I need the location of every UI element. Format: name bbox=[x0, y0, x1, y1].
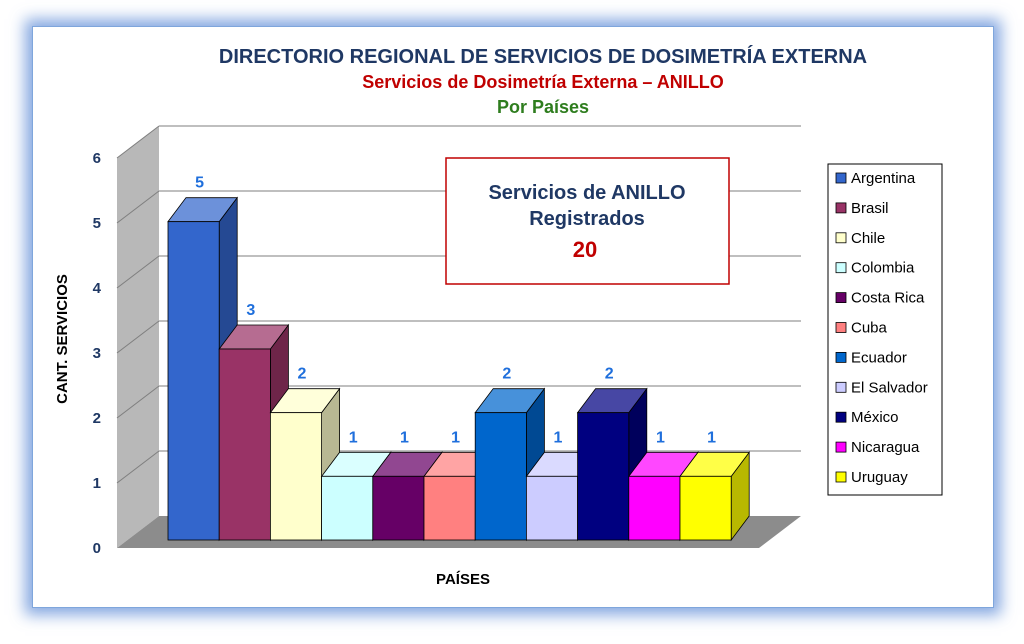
data-label: 1 bbox=[656, 429, 665, 446]
data-label: 1 bbox=[707, 429, 716, 446]
annotation-total: 20 bbox=[573, 237, 597, 262]
annotation-line-1: Servicios de ANILLO bbox=[488, 182, 685, 204]
data-label: 3 bbox=[246, 302, 255, 319]
legend-label: Colombia bbox=[851, 260, 915, 277]
y-axis-ticks: 0 1 2 3 4 5 6 bbox=[93, 150, 102, 557]
legend-item: Cuba bbox=[835, 320, 888, 337]
y-tick-label: 3 bbox=[93, 345, 101, 362]
legend-swatch bbox=[835, 351, 847, 363]
legend-item: El Salvador bbox=[835, 379, 928, 396]
gridline-side bbox=[116, 190, 160, 224]
y-tick-label: 5 bbox=[93, 215, 101, 232]
gridline-side bbox=[116, 450, 160, 484]
legend-swatch bbox=[835, 232, 847, 244]
y-tick-label: 1 bbox=[93, 475, 101, 492]
gridline-side bbox=[116, 320, 160, 354]
data-label: 2 bbox=[605, 366, 614, 383]
legend: Argentina Brasil Chile Colombia Costa Rica Cu… bbox=[827, 163, 943, 496]
chart-frame: 0 1 2 3 4 5 6 5 3 2 1 1 1 2 1 2 1 1 DIRECTORIO REGIONAL … bbox=[32, 26, 994, 608]
data-label: 1 bbox=[400, 429, 409, 446]
legend-swatch bbox=[835, 292, 847, 304]
legend-swatch bbox=[835, 441, 847, 453]
legend-label: México bbox=[851, 409, 899, 426]
gridline-side bbox=[116, 125, 160, 159]
legend-swatch bbox=[835, 381, 847, 393]
legend-item: Nicaragua bbox=[835, 439, 920, 456]
annotation-line-2: Registrados bbox=[529, 208, 645, 230]
legend-item: Colombia bbox=[835, 260, 915, 277]
chart-subtitle-2: Por Países bbox=[497, 97, 589, 117]
y-tick-label: 4 bbox=[93, 280, 102, 297]
legend-item: Costa Rica bbox=[835, 290, 925, 307]
y-tick-label: 0 bbox=[93, 540, 101, 557]
legend-label: Brasil bbox=[851, 200, 889, 217]
data-label: 2 bbox=[502, 366, 511, 383]
total-annotation-box: Servicios de ANILLO Registrados 20 bbox=[445, 157, 730, 285]
legend-item: Ecuador bbox=[835, 349, 907, 366]
bars bbox=[167, 196, 751, 542]
legend-swatch bbox=[835, 262, 847, 274]
legend-swatch bbox=[835, 471, 847, 483]
chart-title: DIRECTORIO REGIONAL DE SERVICIOS DE DOSI… bbox=[219, 45, 867, 68]
legend-swatch bbox=[835, 411, 847, 423]
legend-label: Cuba bbox=[851, 320, 888, 337]
legend-item: Uruguay bbox=[835, 469, 908, 486]
bar-uruguay bbox=[679, 451, 751, 542]
data-label: 5 bbox=[195, 175, 204, 192]
data-label: 1 bbox=[349, 429, 358, 446]
legend-label: Chile bbox=[851, 230, 885, 247]
chart-canvas: 0 1 2 3 4 5 6 5 3 2 1 1 1 2 1 2 1 1 DIRECTORIO REGIONAL … bbox=[54, 45, 943, 588]
legend-item: Chile bbox=[835, 230, 885, 247]
data-label: 1 bbox=[554, 429, 563, 446]
legend-item: Brasil bbox=[835, 200, 889, 217]
legend-label: Ecuador bbox=[851, 349, 907, 366]
legend-item: México bbox=[835, 409, 899, 426]
legend-item: Argentina bbox=[835, 170, 916, 187]
legend-label: El Salvador bbox=[851, 379, 928, 396]
data-label: 1 bbox=[451, 429, 460, 446]
gridline-side bbox=[116, 385, 160, 419]
legend-label: Nicaragua bbox=[851, 439, 920, 456]
chart-subtitle: Servicios de Dosimetría Externa – ANILLO bbox=[362, 72, 723, 92]
x-axis-title: PAÍSES bbox=[436, 571, 490, 588]
y-axis-title: CANT. SERVICIOS bbox=[54, 274, 71, 404]
data-label: 2 bbox=[298, 366, 307, 383]
legend-swatch bbox=[835, 172, 847, 184]
y-tick-label: 6 bbox=[93, 150, 101, 167]
legend-swatch bbox=[835, 202, 847, 214]
legend-label: Costa Rica bbox=[851, 290, 925, 307]
gridline-side bbox=[116, 255, 160, 289]
legend-label: Argentina bbox=[851, 170, 916, 187]
legend-label: Uruguay bbox=[851, 469, 908, 486]
bar-ecuador bbox=[474, 387, 546, 542]
data-labels: 5 3 2 1 1 1 2 1 2 1 1 bbox=[195, 175, 716, 447]
legend-swatch bbox=[835, 322, 847, 333]
y-tick-label: 2 bbox=[93, 410, 101, 427]
